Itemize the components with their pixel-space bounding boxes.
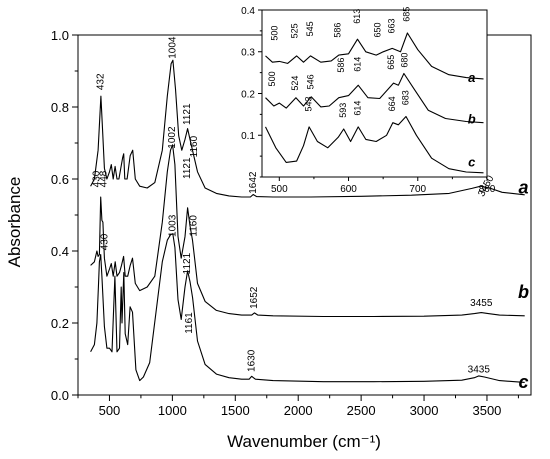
inset-peak-label: 685: [402, 7, 412, 22]
peak-label: 1121: [182, 157, 193, 179]
peak-label: 3455: [470, 298, 493, 309]
peak-label: 430: [92, 170, 103, 187]
peak-label: 1630: [246, 349, 257, 372]
x-tick-label: 3000: [410, 403, 439, 418]
peak-label: 1004: [168, 36, 179, 59]
y-tick-label: 0.2: [51, 316, 69, 331]
inset-peak-label: 680: [400, 53, 410, 68]
x-tick-label: 2500: [347, 403, 376, 418]
inset-y-tick-label: 0.2: [241, 89, 255, 100]
inset-x-tick-label: 700: [409, 184, 426, 195]
inset-series-c-label: c: [468, 155, 476, 170]
inset-series-b-line: [265, 72, 484, 124]
series-a-line: [90, 59, 525, 198]
inset-x-tick-label: 800: [479, 184, 496, 195]
inset-peak-label: 665: [386, 55, 396, 70]
inset-series-a-line: [265, 32, 484, 80]
main-plot: 500 1000 1500 2000 2500 3000 3500 0.0 0.2 0.4 0.6 0…: [51, 28, 532, 418]
inset-series-c-line: [265, 115, 484, 174]
peak-label: 448: [98, 170, 109, 187]
inset-peak-label: 663: [387, 18, 397, 33]
inset-peak-label: 586: [333, 23, 343, 38]
inset-y-tick-label: 0.4: [241, 6, 255, 17]
inset-peak-label: 545: [305, 21, 315, 36]
inset-series-b-label: b: [468, 112, 476, 127]
peak-label: 432: [96, 73, 107, 90]
inset-peak-label: 586: [336, 58, 346, 73]
inset-peak-label: 525: [290, 23, 300, 38]
peak-label: 1003: [167, 214, 178, 237]
x-tick-label: 3500: [472, 403, 501, 418]
peak-label: 1161: [184, 312, 195, 334]
x-tick-label: 2000: [284, 403, 313, 418]
inset-x-tick-label: 600: [340, 184, 357, 195]
inset-peak-label: 613: [352, 9, 362, 24]
series-c-line: [90, 233, 525, 383]
peak-label: 1652: [249, 286, 260, 309]
inset-x-tick-label: 500: [271, 184, 288, 195]
inset-background: [262, 10, 487, 177]
inset-y-tick-label: 0.3: [241, 48, 255, 59]
y-tick-label: 0.8: [51, 100, 69, 115]
inset-series-a-label: a: [468, 70, 475, 85]
y-tick-label: 1.0: [51, 28, 69, 43]
y-tick-label: 0.4: [51, 244, 69, 259]
x-tick-label: 1000: [158, 403, 187, 418]
x-tick-label: 1500: [221, 403, 250, 418]
inset-peak-label: 683: [400, 90, 410, 105]
series-a-label: a: [518, 177, 528, 197]
inset-peak-label: 543: [304, 96, 314, 111]
inset-peak-label: 546: [306, 74, 316, 89]
inset-peak-label: 524: [290, 76, 300, 91]
y-tick-label: 0.0: [51, 388, 69, 403]
x-tick-label: 500: [99, 403, 121, 418]
peak-label: 1121: [182, 252, 193, 274]
x-axis-label: Wavenumber (cm⁻¹): [227, 432, 381, 451]
peak-label: 430: [99, 233, 110, 250]
series-c-label: c: [518, 372, 528, 392]
inset-y-tick-label: 0.1: [241, 131, 255, 142]
inset-plot: 500 600 700 800 0.1 0.2 0.3 0.4 a b c 500 525 545 586 6…: [241, 6, 496, 195]
series-b-line: [90, 144, 525, 318]
peak-label: 1160: [189, 135, 200, 157]
inset-peak-label: 500: [267, 71, 277, 86]
inset-peak-label: 593: [338, 103, 348, 118]
peak-label: 1121: [182, 103, 193, 125]
peak-label: 1160: [188, 215, 199, 237]
inset-peak-label: 650: [373, 22, 383, 37]
y-tick-label: 0.6: [51, 172, 69, 187]
peak-label: 1642: [248, 171, 259, 194]
inset-peak-label: 664: [387, 96, 397, 111]
series-b-label: b: [518, 282, 529, 302]
inset-peak-label: 614: [353, 57, 363, 72]
y-axis-label: Absorbance: [5, 177, 24, 268]
peak-label: 1002: [167, 126, 178, 149]
inset-peak-label: 500: [270, 26, 280, 41]
peak-label: 3435: [468, 364, 491, 375]
inset-peak-label: 614: [353, 101, 363, 116]
